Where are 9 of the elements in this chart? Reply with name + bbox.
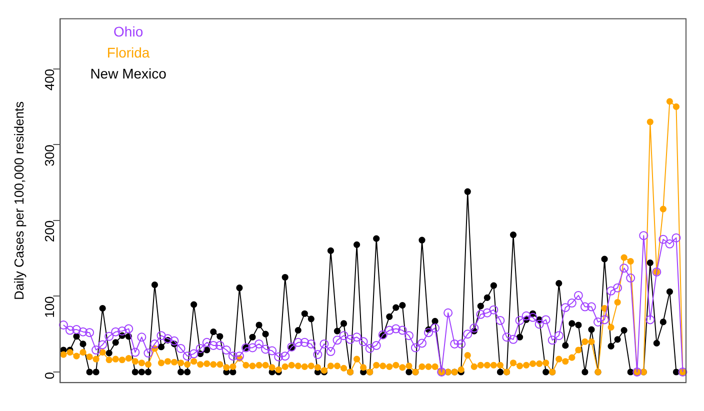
y-tick-label: 100 [42,296,57,318]
y-tick-label: 300 [42,144,57,166]
y-tick-label: 200 [42,220,57,242]
y-tick-label: 0 [42,372,57,380]
text: Florida [106,44,150,61]
y-axis-title: Daily Cases per 100,000 residents [11,100,26,300]
y-tick-label: 400 [42,68,57,91]
text: Ohio [114,24,144,40]
text: New Mexico [90,66,167,82]
